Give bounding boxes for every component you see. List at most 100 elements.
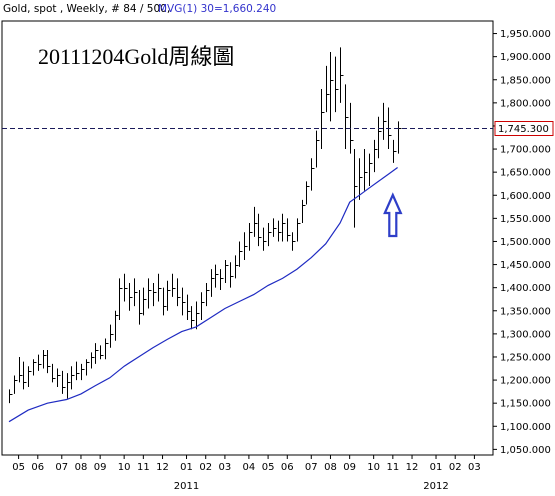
- ohlc-bar: [330, 52, 334, 122]
- ohlc-bar: [38, 354, 42, 371]
- ohlc-bar: [374, 139, 378, 173]
- x-tick-label: 10: [367, 462, 380, 473]
- ohlc-bar: [172, 273, 176, 297]
- y-tick-label: 1,150.000: [500, 399, 551, 410]
- y-tick-label: 1,550.000: [500, 214, 551, 225]
- y-tick-label: 1,600.000: [500, 191, 551, 202]
- ohlc-bar: [364, 149, 368, 191]
- ohlc-bar: [254, 206, 258, 237]
- up-arrow-icon: [383, 192, 403, 238]
- ohlc-bar: [220, 269, 224, 290]
- x-tick-label: 01: [430, 462, 443, 473]
- ohlc-bar: [340, 47, 344, 103]
- ohlc-bar: [235, 255, 239, 279]
- y-tick-label: 1,950.000: [500, 29, 551, 40]
- ohlc-bar: [359, 158, 363, 200]
- ohlc-bar: [9, 389, 13, 404]
- y-tick-label: 1,900.000: [500, 52, 551, 63]
- ohlc-bar: [311, 158, 315, 191]
- ohlc-bar: [23, 361, 27, 390]
- ohlc-bar: [62, 370, 66, 394]
- ohlc-bar: [124, 273, 128, 302]
- x-tick-label: 03: [468, 462, 481, 473]
- y-tick-label: 1,800.000: [500, 98, 551, 109]
- ohlc-bar: [282, 213, 286, 242]
- ohlc-bar: [105, 338, 109, 360]
- chart-title: 20111204Gold周線圖: [38, 44, 234, 69]
- ohlc-bar: [383, 102, 387, 140]
- x-tick-label: 05: [12, 462, 25, 473]
- x-tick-label: 07: [55, 462, 68, 473]
- x-tick-label: 02: [449, 462, 462, 473]
- ohlc-bar: [129, 283, 133, 311]
- ohlc-bar: [76, 361, 80, 381]
- ohlc-bar: [215, 264, 219, 288]
- ohlc-bar: [86, 359, 90, 376]
- y-tick-label: 1,050.000: [500, 445, 551, 456]
- ohlc-bar: [278, 220, 282, 242]
- ohlc-bar: [139, 289, 143, 325]
- header-indicator: MVG(1) 30=1,660.240: [158, 3, 276, 15]
- ohlc-bar: [249, 222, 253, 251]
- ohlc-bar: [206, 283, 210, 307]
- y-tick-label: 1,650.000: [500, 168, 551, 179]
- x-year-label: 2012: [423, 481, 448, 492]
- y-tick-label: 1,100.000: [500, 422, 551, 433]
- moving-average-line: [8, 167, 398, 423]
- ohlc-bar: [292, 232, 296, 251]
- ohlc-bar: [268, 222, 272, 247]
- x-tick-label: 12: [156, 462, 169, 473]
- ohlc-bar: [369, 153, 373, 187]
- ohlc-bar: [158, 273, 162, 302]
- y-tick-label: 1,500.000: [500, 237, 551, 248]
- ohlc-bars: [9, 47, 402, 404]
- x-tick-label: 08: [75, 462, 88, 473]
- ohlc-bar: [263, 227, 267, 251]
- x-tick-label: 09: [94, 462, 107, 473]
- x-tick-label: 01: [180, 462, 193, 473]
- ohlc-bar: [167, 280, 171, 311]
- ohlc-bar: [153, 283, 157, 307]
- y-tick-label: 1,850.000: [500, 75, 551, 86]
- ohlc-bar: [110, 324, 114, 348]
- ohlc-bar: [378, 116, 382, 159]
- header-instrument: Gold, spot , Weekly, # 84 / 500,: [3, 3, 170, 15]
- ohlc-bar: [148, 278, 152, 309]
- ohlc-bar: [306, 181, 310, 205]
- ohlc-bar: [182, 287, 186, 316]
- ohlc-bar: [119, 278, 123, 321]
- ohlc-bar: [115, 310, 119, 341]
- x-axis: 05 06 07 08 09 10 11 12 01 02 03 04 05 06 07 08 09 10 11 12…: [12, 455, 481, 492]
- x-tick-label: 03: [219, 462, 232, 473]
- ohlc-bar: [57, 368, 61, 388]
- ohlc-bar: [100, 345, 104, 360]
- x-tick-label: 09: [343, 462, 356, 473]
- ohlc-bar: [230, 262, 234, 288]
- ohlc-bar: [335, 56, 339, 113]
- ohlc-bar: [43, 350, 47, 369]
- x-tick-label: 04: [243, 462, 256, 473]
- ohlc-bar: [239, 241, 243, 267]
- ohlc-bar: [91, 352, 95, 369]
- ohlc-bar: [273, 218, 277, 237]
- ohlc-bar: [316, 130, 320, 168]
- ohlc-bar: [244, 232, 248, 260]
- ohlc-bar: [67, 373, 71, 399]
- ohlc-bar: [321, 88, 325, 150]
- ohlc-bar: [177, 278, 181, 307]
- y-tick-label: 1,300.000: [500, 329, 551, 340]
- y-tick-label: 1,250.000: [500, 352, 551, 363]
- ohlc-bar: [47, 350, 51, 374]
- ohlc-bar: [393, 139, 397, 163]
- ohlc-bar: [81, 363, 85, 381]
- ohlc-bar: [95, 343, 99, 364]
- plot-frame: [1, 20, 494, 456]
- ohlc-bar: [302, 199, 306, 223]
- ohlc-bar: [225, 259, 229, 284]
- x-tick-label: 12: [406, 462, 419, 473]
- ohlc-bar: [14, 375, 18, 394]
- ohlc-bar: [71, 366, 75, 390]
- ohlc-bar: [191, 306, 195, 330]
